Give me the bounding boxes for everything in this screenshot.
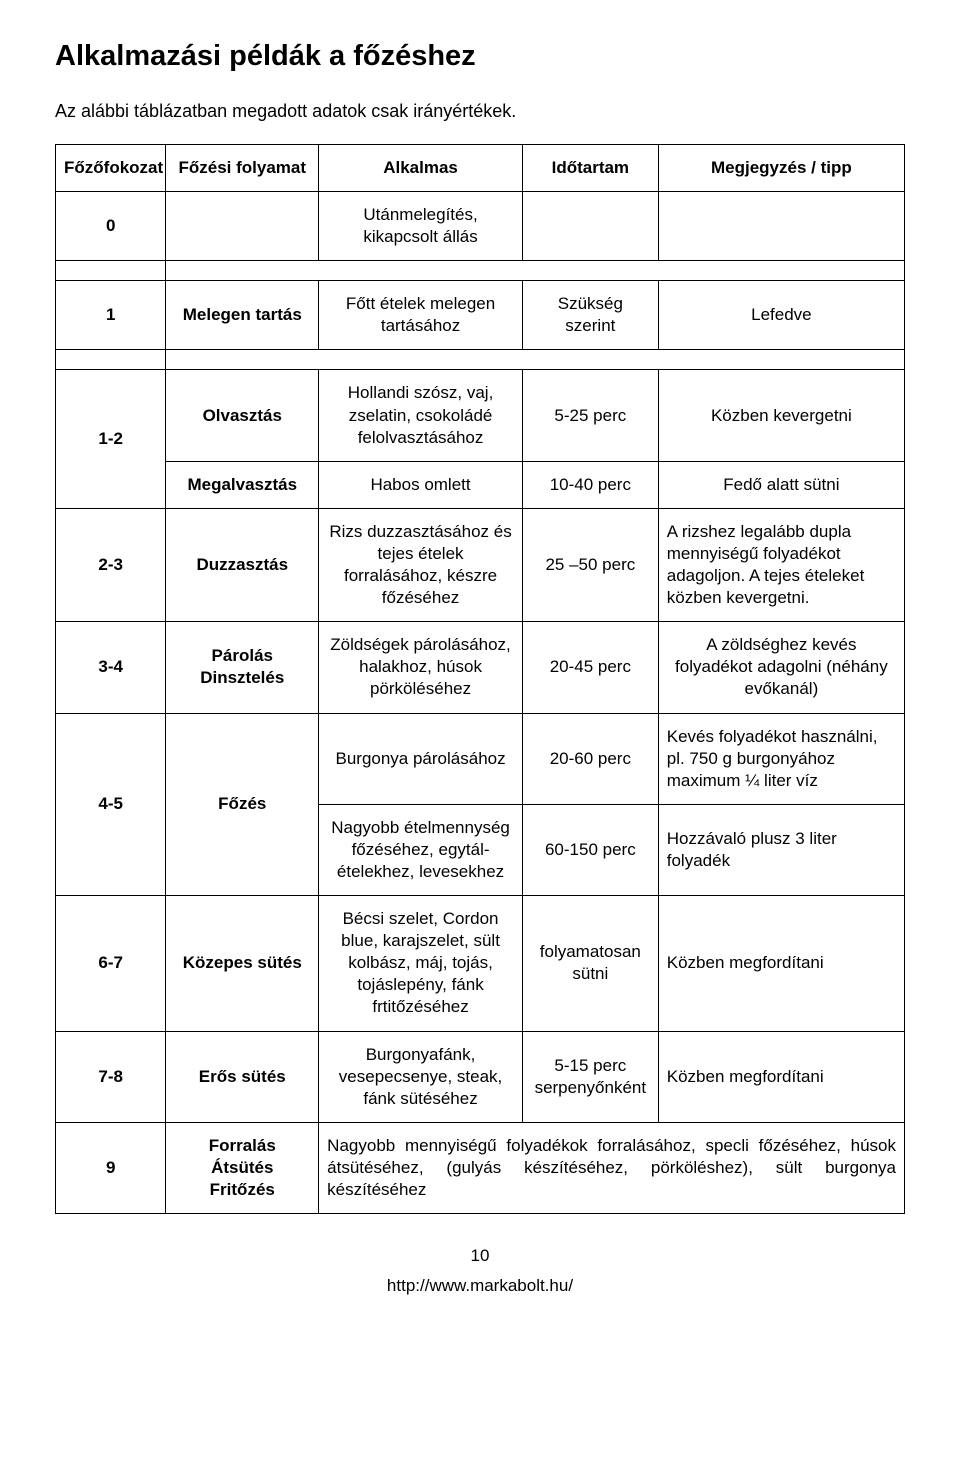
cell-note: Lefedve xyxy=(658,281,904,350)
table-row: 1 Melegen tartás Főtt ételek melegen tar… xyxy=(56,281,905,350)
cell-note: Közben megfordítani xyxy=(658,896,904,1031)
header-suitable: Alkalmas xyxy=(319,145,523,192)
process-line: Párolás xyxy=(174,645,310,667)
cooking-table: Főzőfokozat Főzési folyamat Alkalmas Idő… xyxy=(55,144,905,1214)
header-level: Főzőfokozat xyxy=(56,145,166,192)
header-note: Megjegyzés / tipp xyxy=(658,145,904,192)
cell-suitable: Burgonya párolásához xyxy=(319,713,523,804)
table-row: 3-4 Párolás Dinsztelés Zöldségek párolás… xyxy=(56,622,905,713)
cell-suitable: Bécsi szelet, Cordon blue, karajszelet, … xyxy=(319,896,523,1031)
page-number: 10 xyxy=(55,1246,905,1266)
cell-note: A zöldséghez kevés folyadékot adagolni (… xyxy=(658,622,904,713)
page-footer: 10 http://www.markabolt.hu/ xyxy=(55,1246,905,1296)
intro-text: Az alábbi táblázatban megadott adatok cs… xyxy=(55,101,905,122)
cell-note: Kevés folyadékot használni, pl. 750 g bu… xyxy=(658,713,904,804)
cell-duration: Szükség szerint xyxy=(522,281,658,350)
header-duration: Időtartam xyxy=(522,145,658,192)
cell-level: 1 xyxy=(56,281,166,350)
cell-process: Erős sütés xyxy=(166,1031,319,1122)
table-row: 4-5 Főzés Burgonya párolásához 20-60 per… xyxy=(56,713,905,804)
process-line: Dinsztelés xyxy=(174,667,310,689)
cell-process: Közepes sütés xyxy=(166,896,319,1031)
cell-process: Megalvasztás xyxy=(166,461,319,508)
table-header-row: Főzőfokozat Főzési folyamat Alkalmas Idő… xyxy=(56,145,905,192)
cell-process: Duzzasztás xyxy=(166,508,319,621)
cell-suitable: Főtt ételek melegen tartásához xyxy=(319,281,523,350)
cell-duration: 20-45 perc xyxy=(522,622,658,713)
process-line: Átsütés xyxy=(174,1157,310,1179)
cell-level: 3-4 xyxy=(56,622,166,713)
cell-suitable: Rizs duzzasztásához és tejes ételek forr… xyxy=(319,508,523,621)
page-title: Alkalmazási példák a főzéshez xyxy=(55,40,905,73)
table-row: 6-7 Közepes sütés Bécsi szelet, Cordon b… xyxy=(56,896,905,1031)
cell-process: Párolás Dinsztelés xyxy=(166,622,319,713)
cell-process: Főzés xyxy=(166,713,319,896)
cell-level: 0 xyxy=(56,192,166,261)
cell-process xyxy=(166,192,319,261)
cell-duration: 10-40 perc xyxy=(522,461,658,508)
cell-duration: 5-25 perc xyxy=(522,370,658,461)
spacer-row xyxy=(56,350,905,370)
process-line: Fritőzés xyxy=(174,1179,310,1201)
cell-duration: 20-60 perc xyxy=(522,713,658,804)
cell-level: 1-2 xyxy=(56,370,166,508)
table-row: Megalvasztás Habos omlett 10-40 perc Fed… xyxy=(56,461,905,508)
cell-note: Közben kevergetni xyxy=(658,370,904,461)
cell-level: 2-3 xyxy=(56,508,166,621)
cell-level: 7-8 xyxy=(56,1031,166,1122)
cell-level: 6-7 xyxy=(56,896,166,1031)
cell-duration: 25 –50 perc xyxy=(522,508,658,621)
cell-suitable: Burgonyafánk, vesepecsenye, steak, fánk … xyxy=(319,1031,523,1122)
table-row: 1-2 Olvasztás Hollandi szósz, vaj, zsela… xyxy=(56,370,905,461)
table-row: 7-8 Erős sütés Burgonyafánk, vesepecseny… xyxy=(56,1031,905,1122)
cell-note: Hozzávaló plusz 3 liter folyadék xyxy=(658,804,904,895)
cell-note: Nagyobb mennyiségű folyadékok forralásáh… xyxy=(319,1122,905,1213)
header-process: Főzési folyamat xyxy=(166,145,319,192)
cell-process: Melegen tartás xyxy=(166,281,319,350)
cell-suitable: Nagyobb ételmennység főzéséhez, egytál-é… xyxy=(319,804,523,895)
cell-suitable: Hollandi szósz, vaj, zselatin, csokoládé… xyxy=(319,370,523,461)
cell-suitable: Zöldségek párolásához, halakhoz, húsok p… xyxy=(319,622,523,713)
cell-process: Forralás Átsütés Fritőzés xyxy=(166,1122,319,1213)
cell-note xyxy=(658,192,904,261)
cell-duration: folyamatosan sütni xyxy=(522,896,658,1031)
cell-duration: 5-15 perc serpenyőnként xyxy=(522,1031,658,1122)
cell-suitable: Habos omlett xyxy=(319,461,523,508)
table-row: 2-3 Duzzasztás Rizs duzzasztásához és te… xyxy=(56,508,905,621)
cell-duration: 60-150 perc xyxy=(522,804,658,895)
table-row: 0 Utánmelegítés, kikapcsolt állás xyxy=(56,192,905,261)
cell-duration xyxy=(522,192,658,261)
cell-suitable: Utánmelegítés, kikapcsolt állás xyxy=(319,192,523,261)
cell-note: Közben megfordítani xyxy=(658,1031,904,1122)
cell-note: Fedő alatt sütni xyxy=(658,461,904,508)
cell-process: Olvasztás xyxy=(166,370,319,461)
process-line: Forralás xyxy=(174,1135,310,1157)
table-row: 9 Forralás Átsütés Fritőzés Nagyobb menn… xyxy=(56,1122,905,1213)
cell-note: A rizshez legalább dupla mennyiségű foly… xyxy=(658,508,904,621)
spacer-row xyxy=(56,261,905,281)
cell-level: 4-5 xyxy=(56,713,166,896)
footer-url: http://www.markabolt.hu/ xyxy=(55,1276,905,1296)
cell-level: 9 xyxy=(56,1122,166,1213)
